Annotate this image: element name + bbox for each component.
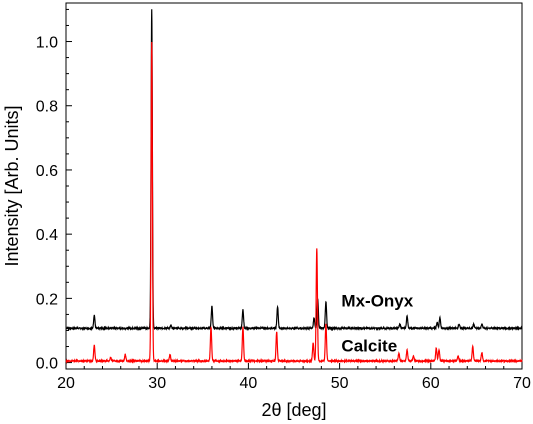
series-line-calcite <box>65 42 523 364</box>
x-tick-label: 50 <box>331 375 349 392</box>
y-tick-label: 0.2 <box>36 291 58 308</box>
x-axis: 20 30 40 50 60 70 <box>57 363 531 392</box>
series-label-mx-onyx: Mx-Onyx <box>341 291 413 310</box>
x-tick-label: 70 <box>513 375 531 392</box>
series-label-calcite: Calcite <box>341 336 397 355</box>
y-tick-label: 0.8 <box>36 99 58 116</box>
y-tick-label: 1.0 <box>36 35 58 52</box>
plot-frame <box>65 2 523 370</box>
x-tick-label: 20 <box>57 375 75 392</box>
x-tick-label: 30 <box>148 375 166 392</box>
x-axis-label: 2θ [deg] <box>261 400 326 420</box>
x-tick-label: 40 <box>240 375 258 392</box>
y-tick-label: 0.6 <box>36 163 58 180</box>
y-axis: 0.0 0.2 0.4 0.6 0.8 1.0 <box>36 8 72 373</box>
y-axis-label: Intensity [Arb. Units] <box>2 105 22 266</box>
series-group <box>65 9 523 364</box>
x-tick-label: 60 <box>422 375 440 392</box>
series-line-mx-onyx <box>65 9 523 332</box>
y-tick-label: 0.0 <box>36 356 58 373</box>
y-tick-label: 0.4 <box>36 227 58 244</box>
